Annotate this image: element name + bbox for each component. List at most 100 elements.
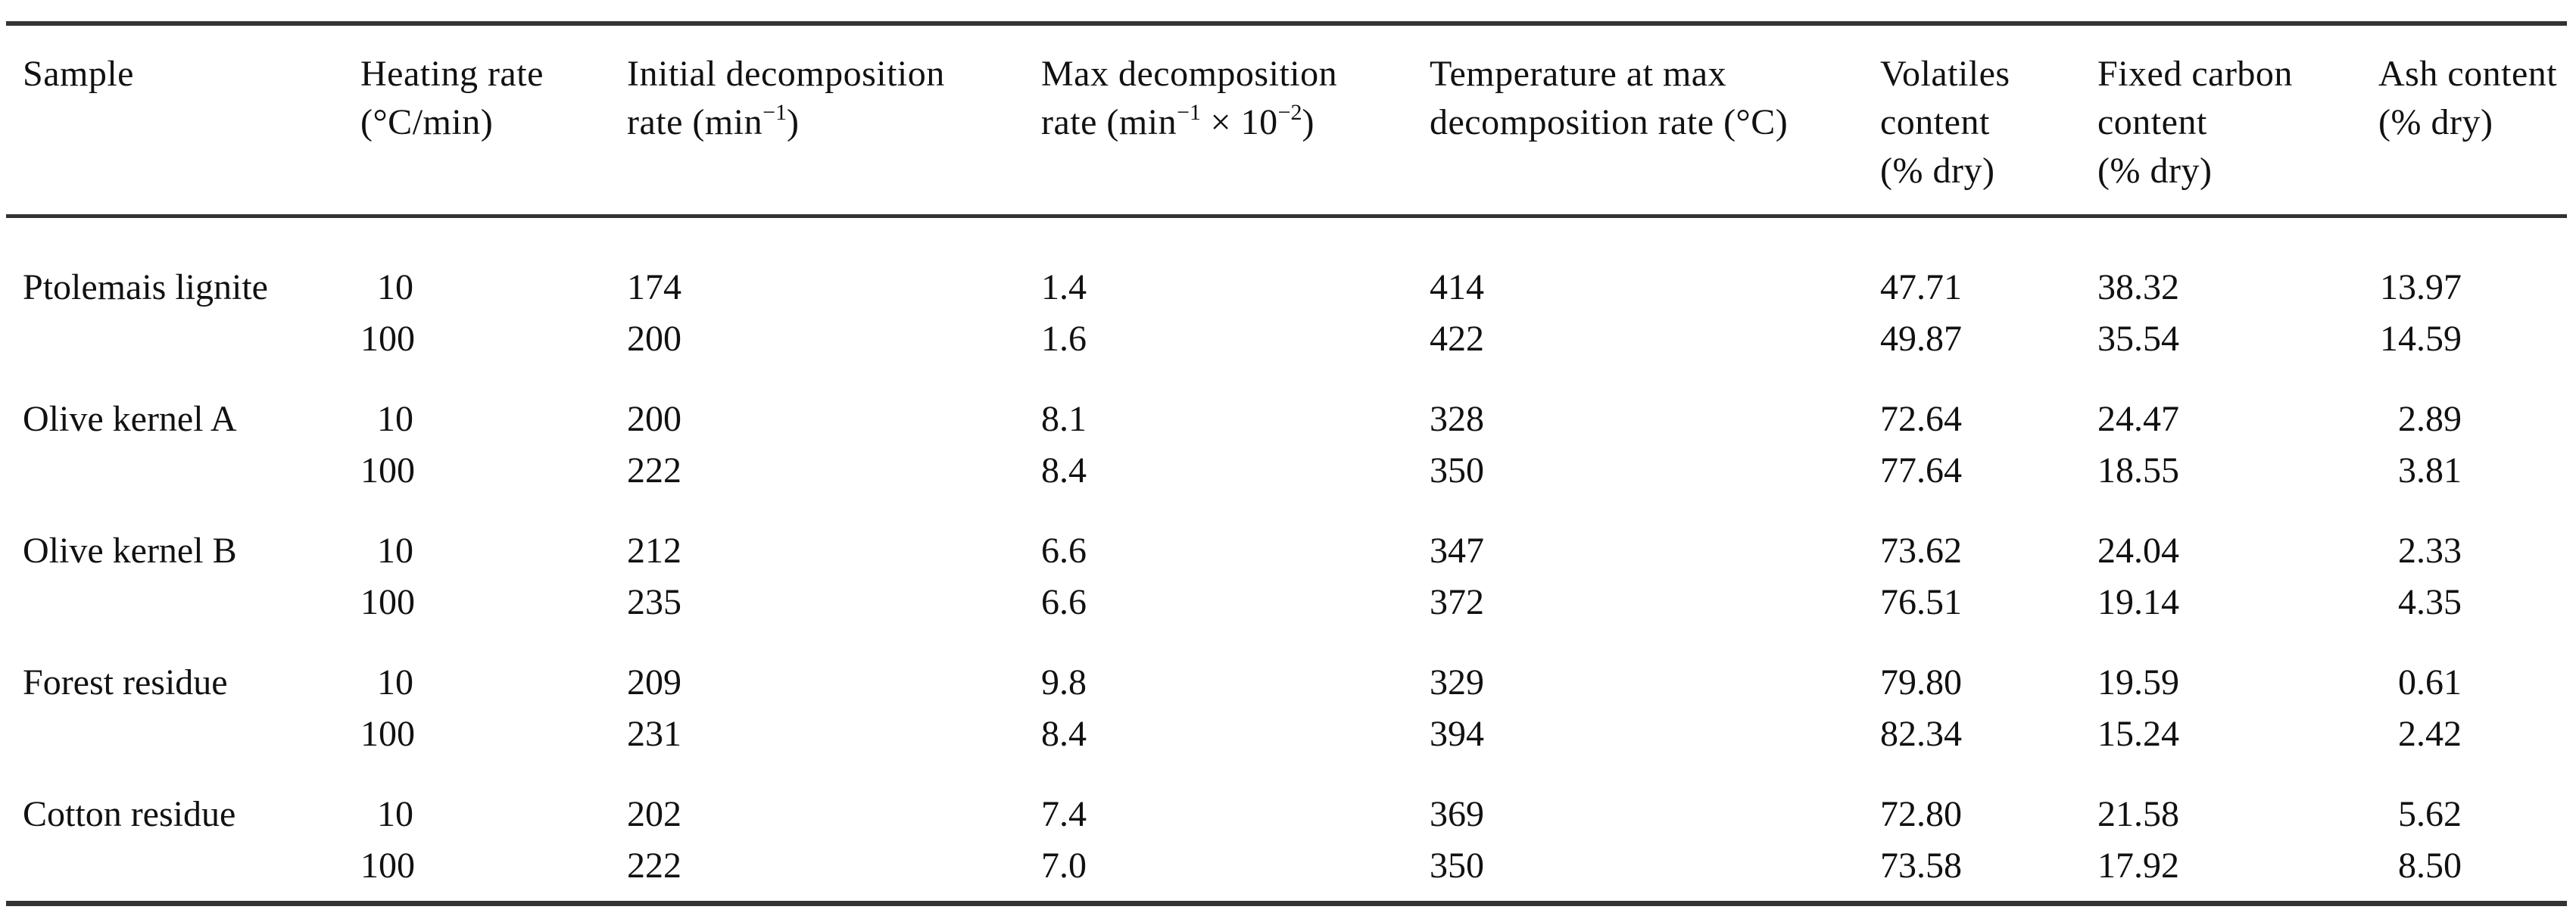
col-header-volatiles-content: Volatiles content (% dry) <box>1880 50 2097 195</box>
table-top-rule <box>6 21 2567 26</box>
cell-max-rate: 7.4 <box>1041 794 1087 834</box>
cell-initial-rate: 222 <box>627 846 681 886</box>
cell-fixed-carbon: 15.24 <box>2097 714 2179 754</box>
cell-temp-max: 350 <box>1430 450 1484 491</box>
cell-sample: Cotton residue <box>23 794 236 834</box>
header-line: Max decomposition <box>1041 54 1338 94</box>
cell-initial-rate: 212 <box>627 531 681 571</box>
table-row: Ptolemais lignite 10 174 1.4 414 47.71 3… <box>0 262 2576 313</box>
col-header-initial-decomposition-rate: Initial decomposition rate (min−1) <box>627 50 1041 195</box>
cell-temp-max: 329 <box>1430 662 1484 702</box>
header-line: Ash content <box>2378 54 2558 94</box>
cell-volatiles: 79.80 <box>1880 662 1962 702</box>
cell-initial-rate: 231 <box>627 714 681 754</box>
cell-volatiles: 82.34 <box>1880 714 1962 754</box>
cell-ash: 0.61 <box>2398 662 2462 702</box>
cell-heating-rate: 10 <box>377 662 413 702</box>
cell-ash: 2.42 <box>2398 714 2462 754</box>
table-row: 100 235 6.6 372 76.51 19.14 4.35 <box>0 577 2576 628</box>
cell-initial-rate: 209 <box>627 662 681 702</box>
cell-fixed-carbon: 19.14 <box>2097 582 2179 622</box>
cell-max-rate: 1.6 <box>1041 319 1087 359</box>
cell-heating-rate: 10 <box>377 531 413 571</box>
col-header-heating-rate: Heating rate (°C/min) <box>360 50 627 195</box>
cell-fixed-carbon: 24.04 <box>2097 531 2179 571</box>
cell-temp-max: 328 <box>1430 399 1484 439</box>
cell-max-rate: 6.6 <box>1041 531 1087 571</box>
cell-temp-max: 350 <box>1430 846 1484 886</box>
cell-sample: Olive kernel A <box>23 399 237 439</box>
cell-fixed-carbon: 24.47 <box>2097 399 2179 439</box>
cell-ash: 3.81 <box>2398 450 2462 491</box>
table-header-rule <box>6 214 2567 218</box>
header-line: (% dry) <box>1880 151 1995 191</box>
table-row: Cotton residue 10 202 7.4 369 72.80 21.5… <box>0 789 2576 840</box>
cell-ash: 4.35 <box>2398 582 2462 622</box>
header-line: Volatiles <box>1880 54 2010 94</box>
table-row: 100 222 8.4 350 77.64 18.55 3.81 <box>0 445 2576 497</box>
cell-volatiles: 72.80 <box>1880 794 1962 834</box>
table-row: Forest residue 10 209 9.8 329 79.80 19.5… <box>0 657 2576 709</box>
cell-heating-rate: 10 <box>377 794 413 834</box>
cell-fixed-carbon: 19.59 <box>2097 662 2179 702</box>
cell-fixed-carbon: 17.92 <box>2097 846 2179 886</box>
cell-volatiles: 73.62 <box>1880 531 1962 571</box>
superscript: −2 <box>1277 99 1302 125</box>
cell-sample <box>23 445 360 497</box>
header-line: Sample <box>23 54 134 94</box>
cell-ash: 2.89 <box>2398 399 2462 439</box>
table-row: 100 200 1.6 422 49.87 35.54 14.59 <box>0 313 2576 365</box>
cell-temp-max: 372 <box>1430 582 1484 622</box>
cell-heating-rate: 100 <box>360 714 415 754</box>
cell-initial-rate: 235 <box>627 582 681 622</box>
cell-heating-rate: 10 <box>377 267 413 307</box>
cell-ash: 13.97 <box>2380 267 2462 307</box>
cell-volatiles: 77.64 <box>1880 450 1962 491</box>
cell-heating-rate: 100 <box>360 450 415 491</box>
cell-volatiles: 47.71 <box>1880 267 1962 307</box>
cell-temp-max: 369 <box>1430 794 1484 834</box>
header-line: content <box>1880 102 1990 142</box>
cell-sample: Ptolemais lignite <box>23 267 268 307</box>
cell-initial-rate: 174 <box>627 267 681 307</box>
cell-ash: 8.50 <box>2398 846 2462 886</box>
cell-initial-rate: 200 <box>627 399 681 439</box>
table-row: Olive kernel A 10 200 8.1 328 72.64 24.4… <box>0 394 2576 445</box>
table-row: 100 231 8.4 394 82.34 15.24 2.42 <box>0 709 2576 760</box>
cell-heating-rate: 100 <box>360 582 415 622</box>
cell-max-rate: 1.4 <box>1041 267 1087 307</box>
header-line: (°C/min) <box>360 102 494 142</box>
cell-heating-rate: 100 <box>360 319 415 359</box>
cell-fixed-carbon: 35.54 <box>2097 319 2179 359</box>
cell-volatiles: 49.87 <box>1880 319 1962 359</box>
cell-ash: 5.62 <box>2398 794 2462 834</box>
cell-ash: 2.33 <box>2398 531 2462 571</box>
cell-initial-rate: 222 <box>627 450 681 491</box>
table-row: 100 222 7.0 350 73.58 17.92 8.50 <box>0 840 2576 892</box>
cell-initial-rate: 200 <box>627 319 681 359</box>
cell-temp-max: 422 <box>1430 319 1484 359</box>
cell-temp-max: 414 <box>1430 267 1484 307</box>
cell-max-rate: 8.1 <box>1041 399 1087 439</box>
cell-sample <box>23 709 360 760</box>
col-header-fixed-carbon-content: Fixed carbon content (% dry) <box>2097 50 2378 195</box>
col-header-sample: Sample <box>23 50 360 195</box>
cell-volatiles: 76.51 <box>1880 582 1962 622</box>
cell-max-rate: 6.6 <box>1041 582 1087 622</box>
header-line: Fixed carbon <box>2097 54 2293 94</box>
table-body: Ptolemais lignite 10 174 1.4 414 47.71 3… <box>0 262 2576 892</box>
header-line: Temperature at max <box>1430 54 1727 94</box>
cell-sample <box>23 313 360 365</box>
cell-fixed-carbon: 38.32 <box>2097 267 2179 307</box>
cell-sample: Olive kernel B <box>23 531 237 571</box>
cell-sample <box>23 840 360 892</box>
cell-max-rate: 8.4 <box>1041 714 1087 754</box>
cell-ash: 14.59 <box>2380 319 2462 359</box>
table-row: Olive kernel B 10 212 6.6 347 73.62 24.0… <box>0 525 2576 577</box>
cell-max-rate: 8.4 <box>1041 450 1087 491</box>
cell-sample <box>23 577 360 628</box>
cell-temp-max: 347 <box>1430 531 1484 571</box>
superscript: −1 <box>1177 99 1202 125</box>
superscript: −1 <box>763 99 787 125</box>
